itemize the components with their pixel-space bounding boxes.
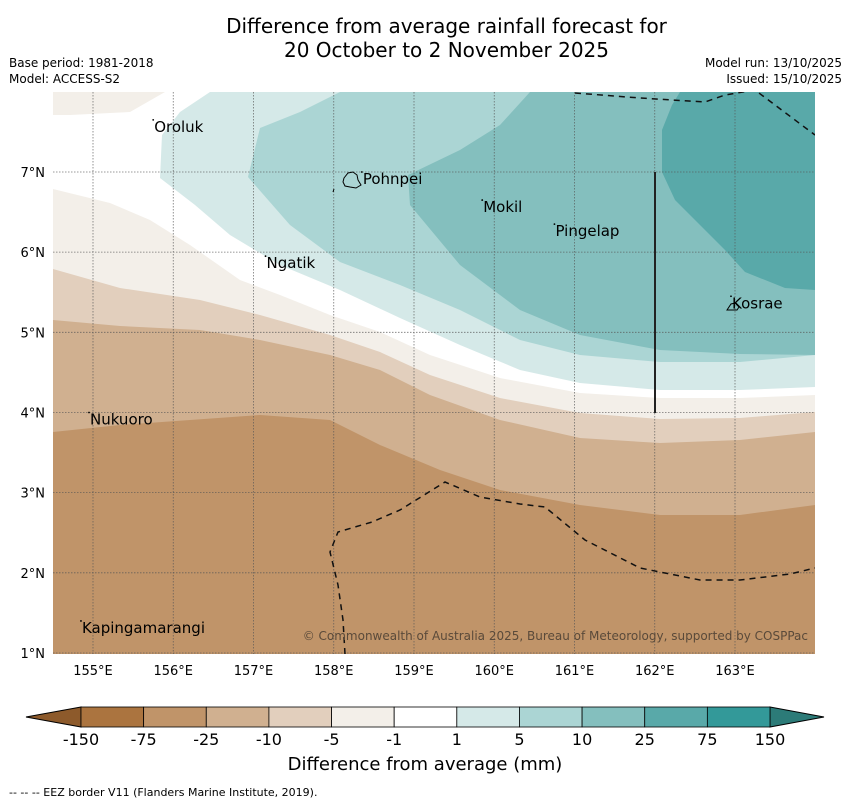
issued-date: Issued: 15/10/2025 bbox=[726, 72, 842, 86]
colorbar-swatch bbox=[581, 706, 646, 728]
colorbar-tick-label: -75 bbox=[131, 730, 157, 749]
colorbar-swatch bbox=[644, 706, 708, 728]
place-marker bbox=[360, 171, 363, 173]
colorbar-swatch bbox=[80, 706, 145, 728]
model-run-date: Model run: 13/10/2025 bbox=[704, 56, 842, 70]
lat-tick-label: 4°N bbox=[21, 406, 46, 421]
eez-border bbox=[329, 92, 815, 654]
lon-tick-label: 163°E bbox=[715, 664, 755, 679]
colorbar-swatch bbox=[331, 706, 395, 728]
title-line-1: Difference from average rainfall forecas… bbox=[226, 14, 667, 38]
lon-tick-label: 159°E bbox=[394, 664, 434, 679]
colorbar-tick-label: -25 bbox=[193, 730, 219, 749]
title-line-2: 20 October to 2 November 2025 bbox=[283, 38, 610, 62]
lon-tick-label: 158°E bbox=[314, 664, 354, 679]
place-marker bbox=[481, 199, 484, 201]
lon-tick-label: 160°E bbox=[474, 664, 514, 679]
colorbar-label: Difference from average (mm) bbox=[287, 754, 563, 775]
place-marker bbox=[730, 295, 732, 298]
colorbar-tick-label: -5 bbox=[324, 730, 340, 749]
pohnpei-islet bbox=[332, 188, 335, 193]
model-name: Model: ACCESS-S2 bbox=[9, 72, 121, 86]
lat-tick-label: 7°N bbox=[21, 166, 46, 181]
colorbar-swatch bbox=[706, 706, 771, 728]
colorbar-swatch bbox=[519, 706, 583, 728]
colorbar-swatch bbox=[205, 706, 270, 728]
place-labels: Oroluk Pohnpei Mokil Pingelap Ngatik Kosrae Nu… bbox=[80, 118, 783, 637]
place-marker bbox=[553, 223, 556, 226]
contour-layer bbox=[53, 92, 815, 654]
colorbar-swatch bbox=[143, 706, 207, 728]
place-label-kapingamarangi: Kapingamarangi bbox=[82, 619, 205, 637]
place-label-oroluk: Oroluk bbox=[154, 118, 203, 136]
place-marker bbox=[264, 255, 267, 258]
place-label-pohnpei: Pohnpei bbox=[363, 170, 423, 188]
lat-tick-label: 2°N bbox=[21, 567, 46, 582]
colorbar-tick-label: 10 bbox=[572, 730, 592, 749]
colorbar: -150 -75 -25 -10 -5 -1 1 5 10 25 75 150 bbox=[25, 706, 825, 749]
colorbar-tick-label: 1 bbox=[452, 730, 462, 749]
lon-tick-label: 157°E bbox=[234, 664, 274, 679]
lat-tick-label: 5°N bbox=[21, 326, 46, 341]
lat-tick-label: 6°N bbox=[21, 246, 46, 261]
gridlines bbox=[53, 92, 815, 654]
pohnpei-outline bbox=[342, 171, 362, 189]
place-label-kosrae: Kosrae bbox=[732, 294, 783, 312]
latitude-labels: 1°N 2°N 3°N 4°N 5°N 6°N 7°N bbox=[21, 166, 46, 662]
place-marker bbox=[88, 411, 90, 414]
longitude-labels: 155°E 156°E 157°E 158°E 159°E 160°E 161°E 162°E… bbox=[73, 664, 755, 679]
lon-tick-label: 155°E bbox=[73, 664, 113, 679]
model-info: Base period: 1981-2018 Model: ACCESS-S2 bbox=[9, 55, 154, 87]
lat-tick-label: 1°N bbox=[21, 647, 46, 662]
colorbar-tick-label: -10 bbox=[256, 730, 282, 749]
colorbar-tick-label: 75 bbox=[697, 730, 717, 749]
colorbar-tick-label: 150 bbox=[755, 730, 786, 749]
contour-blob-minus-5-to-1-north bbox=[53, 92, 165, 115]
place-marker bbox=[80, 620, 82, 622]
lon-tick-label: 161°E bbox=[555, 664, 595, 679]
colorbar-tick-label: -150 bbox=[63, 730, 99, 749]
contour-band-25-to-75 bbox=[662, 92, 815, 290]
lon-tick-label: 162°E bbox=[635, 664, 675, 679]
eez-footnote: -- -- -- EEZ border V11 (Flanders Marine… bbox=[9, 786, 318, 799]
place-label-ngatik: Ngatik bbox=[267, 254, 316, 272]
lon-tick-label: 156°E bbox=[153, 664, 193, 679]
place-label-nukuoro: Nukuoro bbox=[90, 411, 153, 429]
base-period: Base period: 1981-2018 bbox=[9, 56, 154, 70]
colorbar-tick-label: 5 bbox=[514, 730, 524, 749]
place-label-mokil: Mokil bbox=[483, 198, 522, 216]
copyright-text: © Commonwealth of Australia 2025, Bureau… bbox=[303, 629, 808, 643]
lat-tick-label: 3°N bbox=[21, 487, 46, 502]
colorbar-tick-label: -1 bbox=[386, 730, 402, 749]
colorbar-over-arrow bbox=[769, 706, 825, 728]
place-label-pingelap: Pingelap bbox=[555, 222, 619, 240]
colorbar-swatch bbox=[268, 706, 332, 728]
place-marker bbox=[152, 118, 155, 121]
eez-border-south bbox=[329, 481, 815, 654]
chart-title: Difference from average rainfall forecas… bbox=[0, 14, 850, 62]
colorbar-under-arrow bbox=[25, 706, 82, 728]
kosrae-outline bbox=[726, 302, 740, 311]
colorbar-tick-label: 25 bbox=[635, 730, 655, 749]
colorbar-swatch bbox=[393, 706, 458, 728]
colorbar-swatch bbox=[456, 706, 520, 728]
run-info: Model run: 13/10/2025 Issued: 15/10/2025 bbox=[705, 55, 842, 87]
